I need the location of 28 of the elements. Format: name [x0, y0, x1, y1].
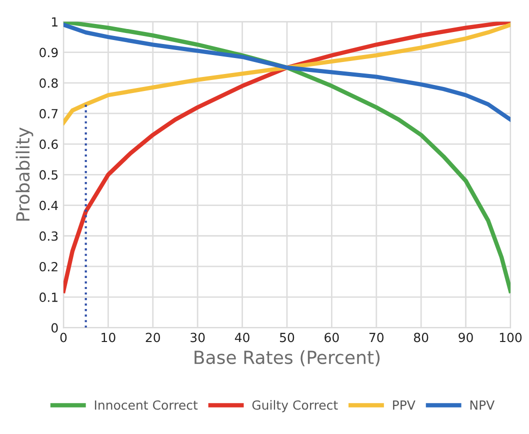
y-tick-label: 0.9 [40, 48, 58, 58]
legend-label: Innocent Correct [94, 400, 198, 410]
x-tick-label: 20 [146, 332, 160, 342]
y-axis-title: Probability [16, 128, 34, 221]
y-tick-label: 0 [51, 323, 58, 333]
x-tick-label: 50 [280, 332, 294, 342]
y-tick-label: 0.2 [40, 262, 58, 272]
y-tick-label: 0.8 [40, 78, 58, 88]
legend-label: NPV [470, 400, 495, 410]
legend-label: Guilty Correct [252, 400, 338, 412]
x-tick-label: 100 [500, 332, 522, 342]
y-tick-label: 0.4 [40, 200, 58, 210]
legend-label: PPV [393, 400, 416, 410]
x-tick-label: 10 [102, 332, 116, 342]
x-tick-label: 90 [458, 332, 473, 342]
y-tick-label: 0.3 [40, 231, 58, 241]
x-axis-title: Base Rates (Percent) [194, 350, 380, 366]
y-tick-label: 0.1 [40, 292, 58, 302]
x-tick-label: 80 [414, 332, 428, 342]
y-tick-label: 0.6 [40, 140, 58, 150]
x-tick-label: 40 [234, 332, 250, 342]
x-tick-label: 0 [60, 332, 67, 342]
y-tick-label: 1 [52, 17, 58, 26]
x-tick-label: 60 [324, 332, 339, 342]
y-tick-label: 0.7 [40, 108, 58, 118]
x-tick-label: 30 [190, 332, 205, 342]
y-tick-label: 0.5 [40, 170, 58, 180]
x-tick-label: 70 [369, 332, 384, 342]
